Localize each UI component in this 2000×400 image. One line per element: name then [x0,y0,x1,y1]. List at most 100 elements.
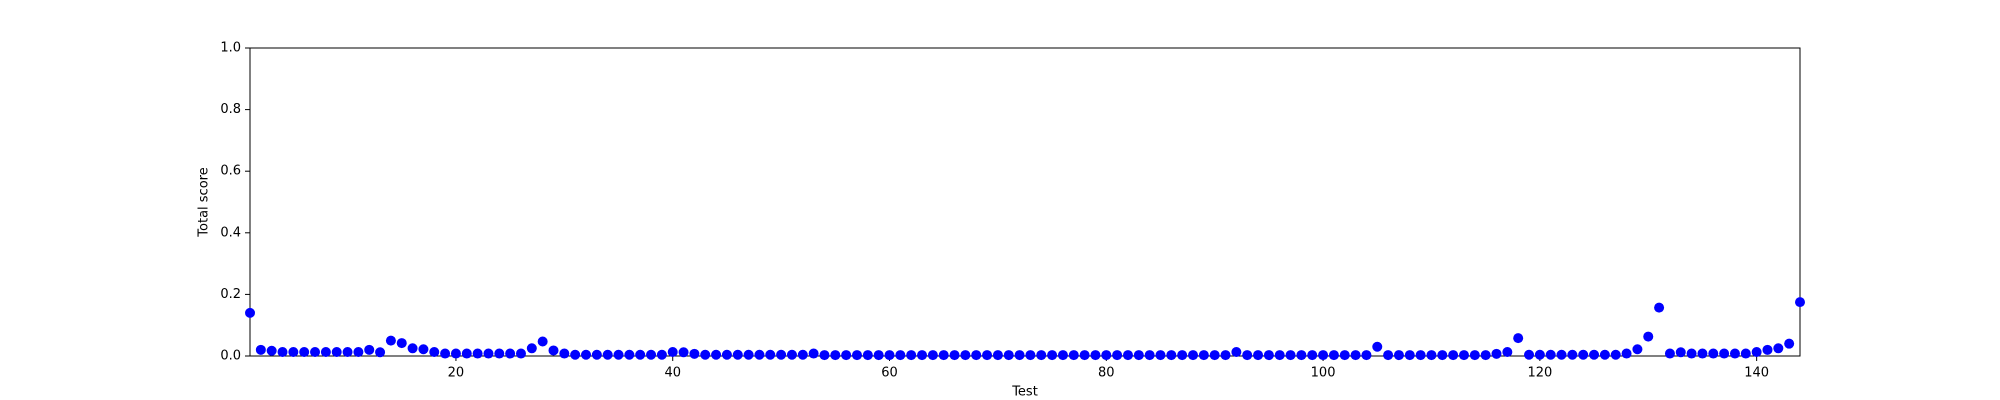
point [656,349,667,360]
x-tick-label: 140 [1744,366,1769,381]
point [732,349,743,360]
y-tick-label: 0.2 [220,287,241,302]
point [1599,349,1610,360]
point [1643,331,1654,342]
point [461,348,472,359]
point [581,349,592,360]
point [689,348,700,359]
y-tick-label: 0.0 [220,349,241,364]
point [1231,346,1242,357]
point [884,350,895,361]
point [1729,348,1740,359]
point [678,347,689,358]
point [245,307,255,318]
point [505,348,516,359]
point [1144,350,1155,361]
point [548,345,559,356]
point [1480,350,1491,361]
point [635,349,646,360]
point [776,349,787,360]
point [938,350,949,361]
x-tick-label: 120 [1527,366,1552,381]
point [992,350,1003,361]
point [1513,333,1524,344]
point [786,349,797,360]
point [526,343,537,354]
point [765,349,776,360]
point [1751,346,1762,357]
x-tick-label: 20 [448,366,465,381]
point [320,346,331,357]
point [1025,350,1036,361]
x-tick-label: 40 [664,366,681,381]
point [364,344,375,355]
point [1567,349,1578,360]
point [1242,350,1253,361]
point [1415,350,1426,361]
point [1112,350,1123,361]
point [1285,350,1296,361]
point [277,346,288,357]
point [819,350,830,361]
point [1719,348,1730,359]
point [1437,350,1448,361]
point [624,349,635,360]
point [1621,348,1632,359]
point [1068,350,1079,361]
point [906,350,917,361]
point [1047,350,1058,361]
point [299,346,310,357]
point [1133,350,1144,361]
y-tick-label: 0.6 [220,164,241,179]
point [1556,349,1567,360]
point [1491,348,1502,359]
point [1545,349,1556,360]
point [1632,344,1643,355]
point [797,349,808,360]
x-tick-label: 100 [1311,366,1336,381]
point [971,350,982,361]
point [1209,350,1220,361]
point [1296,350,1307,361]
point [1263,350,1274,361]
point [255,344,266,355]
point [1177,350,1188,361]
point [613,349,624,360]
point [927,350,938,361]
point [591,349,602,360]
point [1318,350,1329,361]
point [1534,349,1545,360]
point [353,346,364,357]
point [418,344,429,355]
point [396,338,407,349]
point [1448,350,1459,361]
point [754,349,765,360]
point [721,349,732,360]
point [570,349,581,360]
point [873,350,884,361]
point [1469,350,1480,361]
point [483,348,494,359]
point [1393,350,1404,361]
point [1383,350,1394,361]
point [982,350,993,361]
point [1686,348,1697,359]
point [1003,350,1014,361]
point [1654,302,1665,313]
x-axis-label: Test [1011,385,1038,400]
point [1036,350,1047,361]
point [1253,350,1264,361]
point [960,350,971,361]
point [711,349,722,360]
point [440,348,451,359]
point [1740,348,1751,359]
point [288,346,299,357]
point [407,343,418,354]
point [1350,350,1361,361]
y-tick-label: 0.8 [220,102,241,117]
point [331,346,342,357]
plot-frame [249,47,1801,357]
point [1697,348,1708,359]
